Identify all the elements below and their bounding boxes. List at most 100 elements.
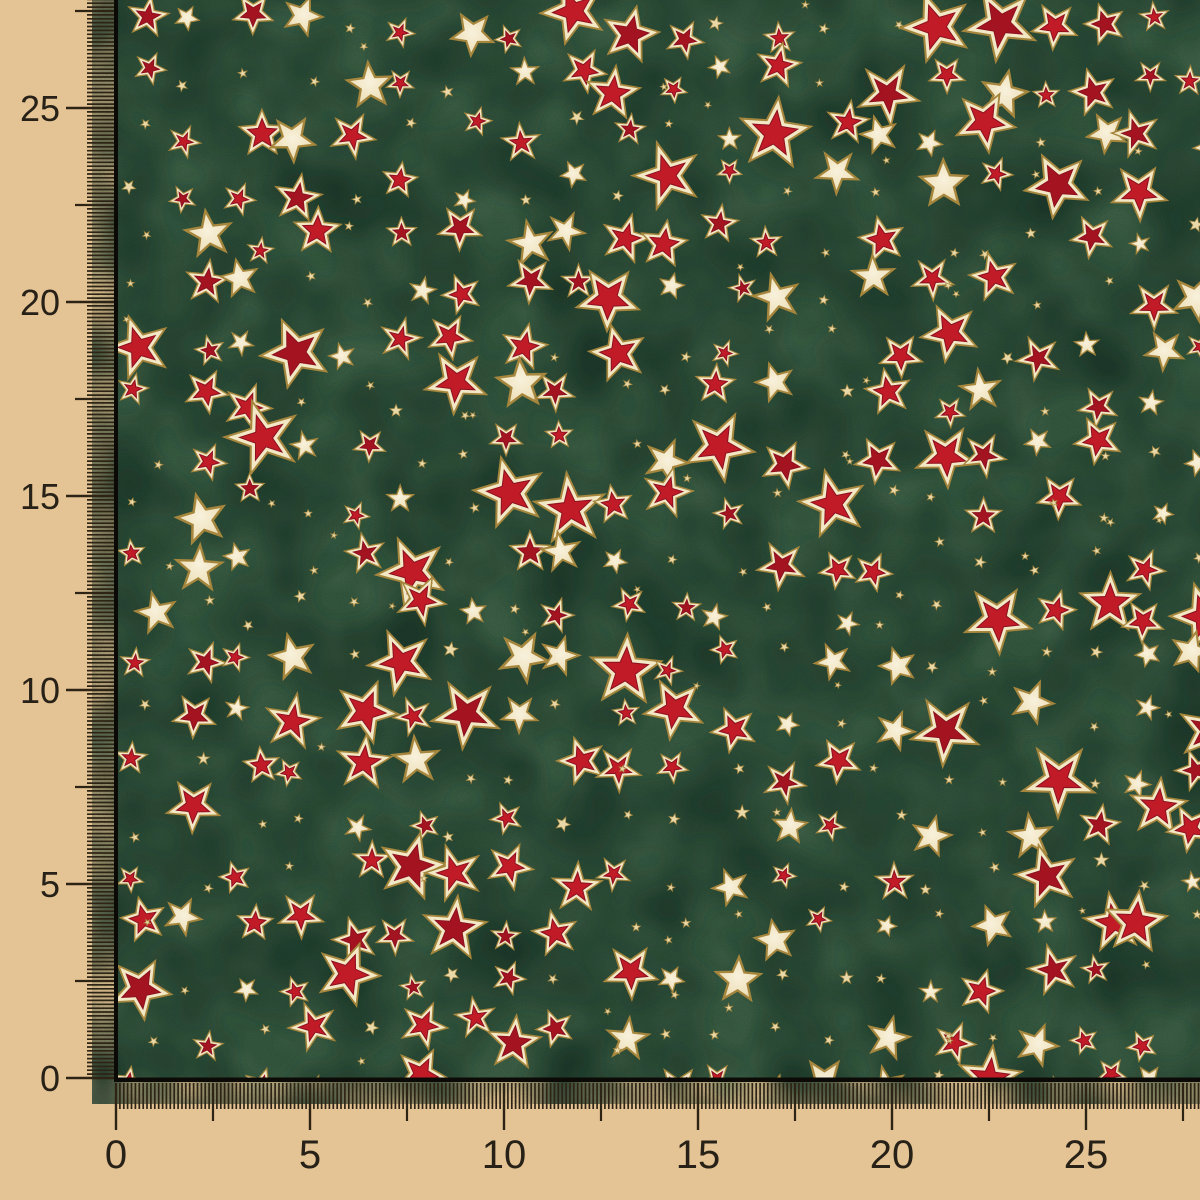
star-small-cream: [121, 179, 137, 195]
star-medium-red: [1025, 942, 1078, 997]
star-large-red: [960, 0, 1038, 65]
star-tiny-cream: [771, 487, 783, 498]
star-medium-red: [508, 528, 553, 571]
star-medium-cream: [343, 813, 373, 843]
star-small-red: [118, 537, 146, 567]
star-medium-cream: [288, 429, 319, 461]
star-tiny-sprinkle: [142, 918, 152, 927]
star-small-red: [671, 591, 703, 622]
star-large-red: [335, 731, 395, 790]
star-tiny-cream: [779, 642, 790, 653]
star-large-red: [641, 678, 705, 743]
star-tiny-cream: [1089, 777, 1102, 790]
star-large-red: [1011, 842, 1077, 909]
star-tiny-sprinkle: [944, 1031, 954, 1042]
star-large-red: [795, 467, 865, 539]
star-medium-red: [533, 372, 577, 415]
star-small-cream: [667, 812, 681, 826]
star-tiny-cream: [138, 699, 152, 711]
star-tiny-sprinkle: [267, 499, 276, 509]
star-medium-red: [694, 361, 738, 404]
star-large-red: [364, 628, 433, 698]
star-small-red: [1133, 61, 1168, 94]
star-large-cream: [1016, 1022, 1062, 1069]
star-large-red: [221, 398, 298, 478]
star-medium-red: [274, 171, 325, 223]
star-small-red: [1137, 0, 1170, 32]
star-tiny-cream: [818, 22, 830, 35]
star-small-red: [217, 860, 250, 895]
star-large-cream: [538, 528, 582, 573]
star-tiny-cream: [836, 718, 848, 730]
star-large-red: [537, 0, 604, 47]
star-small-red: [278, 975, 310, 1008]
star-tiny-sprinkle: [862, 376, 872, 386]
star-medium-cream: [776, 1073, 781, 1078]
star-tiny-cream: [986, 666, 998, 677]
star-medium-cream: [701, 602, 730, 631]
star-tiny-cream: [127, 496, 138, 507]
star-tiny-sprinkle: [670, 989, 680, 1000]
star-small-red: [408, 809, 439, 842]
star-medium-red: [963, 495, 1004, 534]
star-tiny-sprinkle: [951, 290, 961, 299]
star-medium-red: [756, 40, 804, 89]
star-tiny-cream: [236, 67, 249, 79]
star-tiny-sprinkle: [1155, 516, 1164, 525]
star-tiny-sprinkle: [388, 601, 397, 611]
star-medium-red: [400, 1001, 450, 1052]
star-tiny-cream: [465, 773, 477, 785]
star-large-red: [1077, 569, 1143, 632]
star-tiny-cream: [350, 193, 363, 206]
star-tiny-cream: [824, 1034, 835, 1046]
star-medium-red: [501, 321, 550, 371]
star-large-cream: [876, 709, 918, 753]
star-medium-red: [643, 465, 696, 519]
star-tiny-cream: [841, 450, 851, 460]
ruler-left-label-25: 25: [20, 88, 60, 129]
star-tiny-cream: [623, 809, 634, 821]
star-large-cream: [344, 59, 395, 109]
star-tiny-cream: [933, 536, 945, 548]
star-large-red: [684, 412, 758, 485]
star-small-red: [246, 235, 276, 265]
star-large-red: [586, 322, 645, 383]
star-medium-red: [225, 382, 275, 434]
star-tiny-sprinkle: [1100, 450, 1111, 461]
star-medium-red: [452, 994, 497, 1039]
star-medium-red: [1029, 3, 1079, 53]
star-tiny-cream: [153, 459, 165, 471]
star-tiny-cream: [1089, 722, 1100, 733]
star-large-red: [380, 830, 449, 901]
star-medium-red: [244, 1066, 269, 1078]
star-large-cream: [911, 813, 955, 858]
star-small-red: [706, 1063, 729, 1078]
star-medium-red: [960, 967, 1006, 1015]
star-medium-red: [276, 893, 326, 941]
star-small-red: [167, 185, 197, 215]
star-small-red: [1124, 1030, 1157, 1064]
star-large-cream: [879, 1063, 906, 1078]
star-small-cream: [439, 84, 454, 99]
star-large-red: [335, 679, 401, 746]
star-large-red: [897, 0, 969, 65]
star-large-cream: [849, 251, 897, 298]
star-small-cream: [1147, 445, 1162, 459]
star-small-cream: [175, 79, 189, 93]
star-medium-cream: [876, 914, 899, 938]
star-medium-red: [1109, 107, 1159, 159]
star-tiny-cream: [362, 297, 374, 309]
star-tiny-cream: [838, 881, 850, 893]
star-large-red: [164, 780, 222, 836]
star-medium-cream: [706, 54, 732, 80]
star-tiny-cream: [365, 380, 376, 391]
star-large-cream: [266, 631, 315, 682]
star-tiny-cream: [1091, 545, 1102, 557]
star-medium-red: [396, 575, 449, 628]
star-medium-red: [754, 541, 807, 593]
star-tiny-cream: [284, 860, 295, 871]
star-tiny-cream: [1024, 227, 1037, 239]
star-small-red: [1079, 953, 1111, 985]
star-large-cream: [283, 0, 326, 38]
star-tiny-cream: [1191, 908, 1200, 920]
